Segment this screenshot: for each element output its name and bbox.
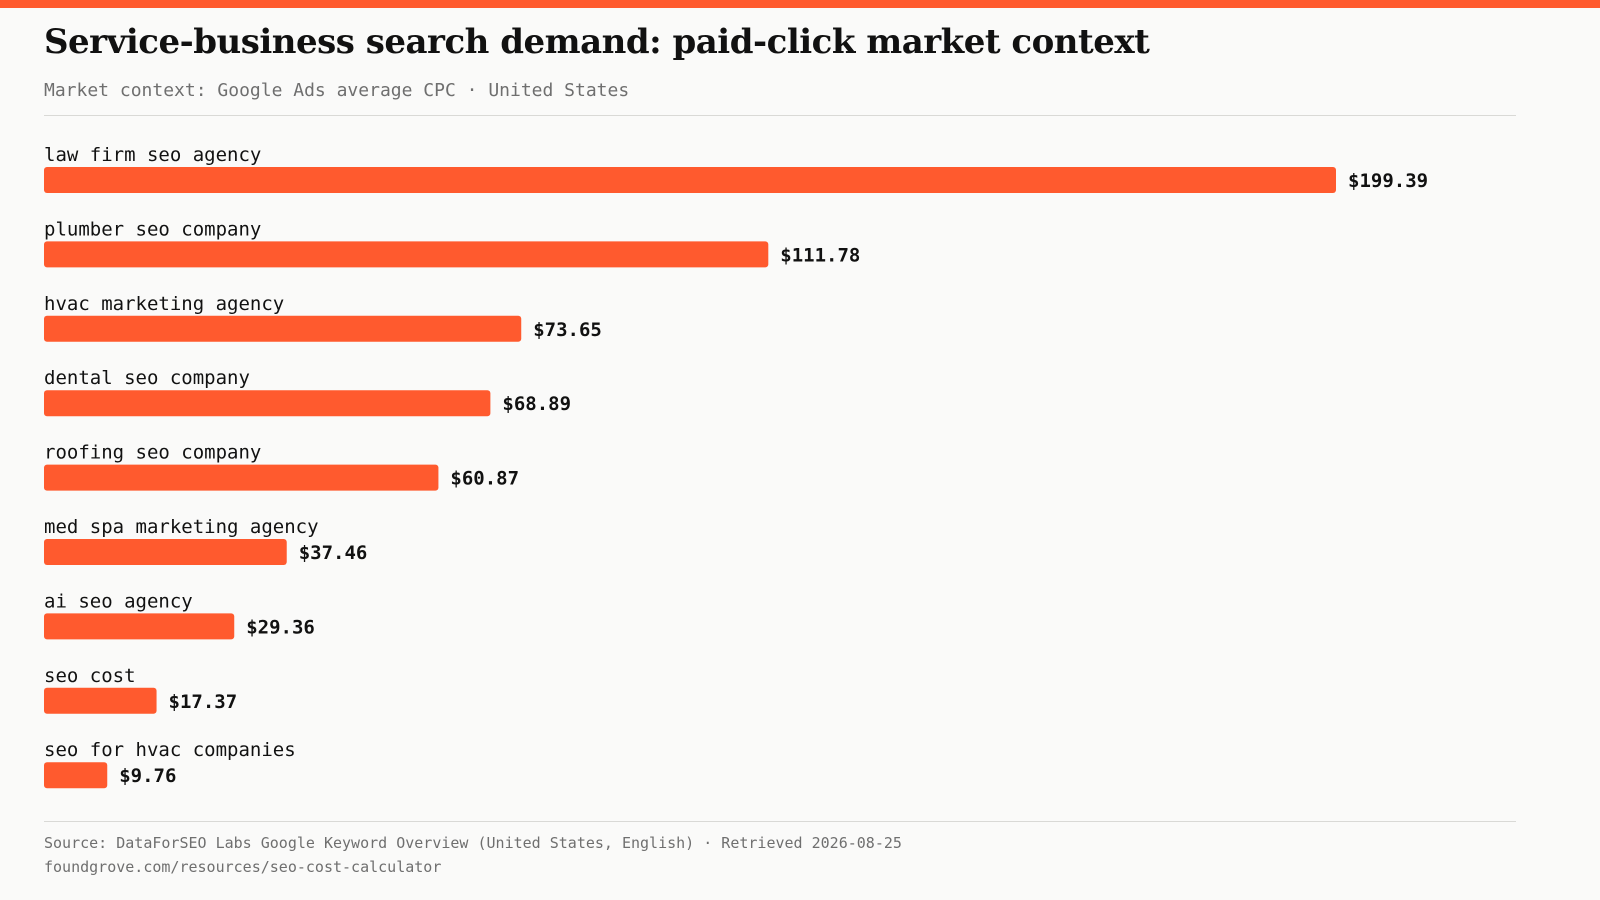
bar-value-label: $37.46 xyxy=(299,542,368,564)
bar-value-label: $111.78 xyxy=(780,244,860,266)
bar xyxy=(44,613,235,640)
footer-url: foundgrove.com/resources/seo-cost-calcul… xyxy=(44,858,442,876)
chart-subtitle: Market context: Google Ads average CPC ·… xyxy=(44,80,630,101)
bar-value-label: $199.39 xyxy=(1348,170,1428,192)
accent-top-bar xyxy=(0,0,1600,8)
bar-value-label: $73.65 xyxy=(533,319,602,341)
bar-label: med spa marketing agency xyxy=(44,516,319,538)
bar xyxy=(44,464,439,491)
bar-label: roofing seo company xyxy=(44,442,261,464)
bar-value-label: $29.36 xyxy=(246,616,315,638)
bar-label: seo cost xyxy=(44,665,136,687)
bar xyxy=(44,539,287,565)
bar-value-label: $60.87 xyxy=(450,468,519,490)
bar-label: ai seo agency xyxy=(44,590,193,612)
bar xyxy=(44,390,491,417)
bar-value-label: $17.37 xyxy=(169,691,238,713)
bar xyxy=(44,167,1336,193)
bar-label: law firm seo agency xyxy=(44,144,261,166)
bar-label: hvac marketing agency xyxy=(44,293,284,315)
footer-source: Source: DataForSEO Labs Google Keyword O… xyxy=(44,834,902,852)
bar xyxy=(44,315,522,342)
bar-label: dental seo company xyxy=(44,367,250,389)
bar-value-label: $9.76 xyxy=(119,765,176,787)
bar-label: plumber seo company xyxy=(44,218,261,240)
footer-divider xyxy=(44,821,1516,822)
chart-title: Service-business search demand: paid-cli… xyxy=(44,22,1150,62)
bar-label: seo for hvac companies xyxy=(44,739,296,761)
header-divider xyxy=(44,115,1516,116)
bar xyxy=(44,687,157,714)
bar xyxy=(44,241,769,268)
bar xyxy=(44,762,108,789)
bar-value-label: $68.89 xyxy=(502,393,571,415)
